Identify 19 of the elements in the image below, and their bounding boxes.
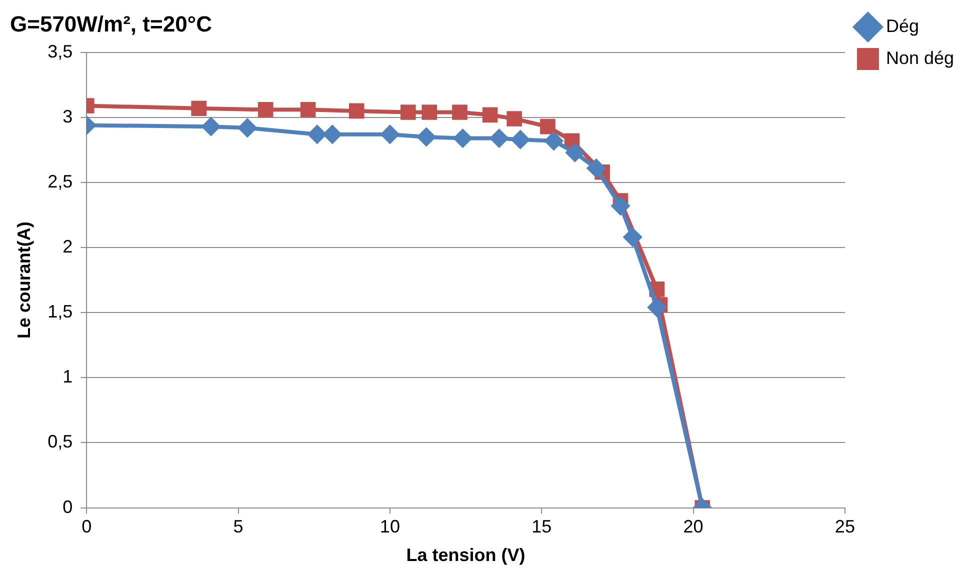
y-tick-label: 2,5 [48,171,73,192]
x-tick-label: 25 [834,516,855,537]
y-tick-label: 2 [62,236,73,257]
x-axis-title: La tension (V) [406,545,526,566]
y-tick-label: 1 [62,366,73,387]
y-tick-label: 0,5 [48,432,73,452]
x-tick-label: 5 [233,516,244,537]
x-tick-label: 20 [683,516,704,537]
chart-title: G=570W/m², t=20°C [10,11,212,36]
y-tick-label: 0 [62,496,73,517]
y-axis-title: Le courant(A) [14,222,34,339]
legend-label: Non dég [886,48,954,68]
legend-label: Dég [886,16,919,36]
y-tick-label: 3 [62,106,73,126]
y-tick-label: 3,5 [48,41,73,62]
y-tick-label: 1,5 [48,302,73,322]
x-tick-label: 15 [532,516,552,537]
x-tick-label: 10 [380,516,400,537]
x-tick-label: 0 [82,516,92,537]
